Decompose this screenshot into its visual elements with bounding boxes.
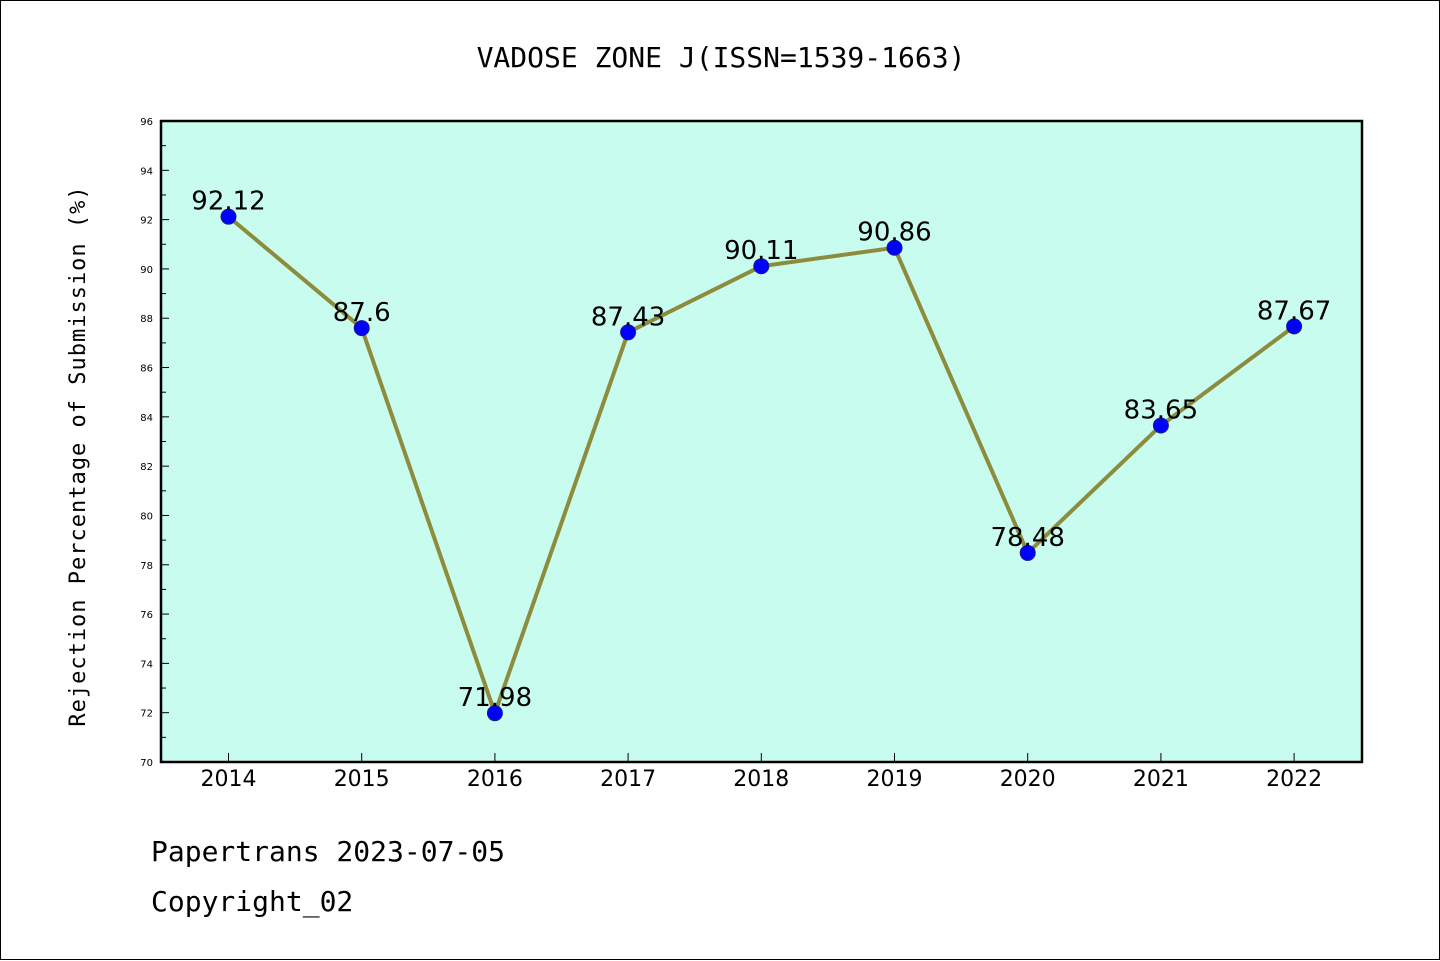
x-tick-label: 2016 xyxy=(467,767,523,792)
footer-date-credit: Papertrans 2023-07-05 xyxy=(151,835,506,868)
y-tick-label: 70 xyxy=(140,758,153,769)
data-labels: 92.12 87.6 71.98 87.43 90.11 90.86 78.48 83.65 8… xyxy=(191,187,1331,714)
y-tick-label: 76 xyxy=(140,610,153,621)
y-axis-ticks: 70 72 74 76 78 80 82 84 86 88 90 92 94 96 xyxy=(140,117,169,769)
data-point xyxy=(486,705,503,722)
y-tick-label: 88 xyxy=(140,314,153,325)
data-label: 87.43 xyxy=(591,302,665,332)
x-axis-ticks: 2014 2015 2016 2017 2018 2019 2020 2021 2022 xyxy=(201,753,1322,792)
data-label: 90.86 xyxy=(857,218,931,248)
x-tick-label: 2015 xyxy=(334,767,390,792)
y-tick-label: 74 xyxy=(140,659,153,670)
chart-title: VADOSE ZONE J(ISSN=1539-1663) xyxy=(477,41,966,74)
y-tick-label: 82 xyxy=(140,462,153,473)
y-tick-label: 94 xyxy=(140,166,153,177)
y-axis-label: Rejection Percentage of Submission (%) xyxy=(66,185,91,726)
y-tick-label: 92 xyxy=(140,216,153,227)
y-tick-label: 96 xyxy=(140,117,153,128)
data-point xyxy=(1019,544,1036,561)
data-point xyxy=(620,324,637,341)
data-point xyxy=(753,258,770,275)
series-layer xyxy=(220,208,1303,722)
y-tick-label: 84 xyxy=(140,413,153,424)
x-tick-label: 2019 xyxy=(867,767,923,792)
plot-area xyxy=(159,119,1364,764)
data-label: 83.65 xyxy=(1124,395,1198,425)
data-label: 78.48 xyxy=(990,523,1064,553)
y-tick-label: 72 xyxy=(140,709,153,720)
data-label: 71.98 xyxy=(458,683,532,713)
data-label: 92.12 xyxy=(191,187,265,217)
data-label: 87.6 xyxy=(333,298,391,328)
data-point xyxy=(1286,318,1303,335)
y-tick-label: 86 xyxy=(140,364,153,375)
x-tick-label: 2022 xyxy=(1266,767,1322,792)
data-point xyxy=(353,320,370,337)
y-tick-label: 78 xyxy=(140,561,153,572)
data-label: 87.67 xyxy=(1257,296,1331,326)
data-label: 90.11 xyxy=(724,236,798,266)
x-tick-label: 2014 xyxy=(201,767,257,792)
x-tick-label: 2020 xyxy=(1000,767,1056,792)
footer-copyright: Copyright_02 xyxy=(151,885,354,918)
data-point xyxy=(886,239,903,256)
x-tick-label: 2021 xyxy=(1133,767,1189,792)
y-tick-label: 80 xyxy=(140,511,153,522)
x-tick-label: 2017 xyxy=(600,767,656,792)
data-point xyxy=(220,208,237,225)
x-tick-label: 2018 xyxy=(733,767,789,792)
y-tick-label: 90 xyxy=(140,265,153,276)
data-point xyxy=(1152,417,1169,434)
